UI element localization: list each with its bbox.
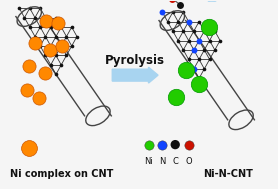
Point xyxy=(54,16,58,19)
Point xyxy=(54,73,58,76)
Point xyxy=(70,26,74,29)
Point xyxy=(33,42,37,45)
Point xyxy=(181,11,185,14)
Point xyxy=(33,16,37,19)
Point xyxy=(70,44,74,47)
Point xyxy=(48,44,53,47)
Point xyxy=(38,7,43,10)
Point xyxy=(171,29,175,33)
Point xyxy=(33,35,37,38)
Point xyxy=(59,45,64,48)
Point xyxy=(64,54,69,57)
Point xyxy=(186,58,191,61)
Point xyxy=(59,63,63,66)
Point xyxy=(176,20,180,23)
Point xyxy=(197,20,201,23)
Point xyxy=(178,3,182,6)
Point xyxy=(218,39,222,42)
Point xyxy=(207,58,212,61)
Point xyxy=(160,143,164,146)
Point xyxy=(192,29,196,33)
Point xyxy=(48,63,53,66)
Point xyxy=(48,26,53,29)
Point xyxy=(192,48,196,51)
Text: Pyrolysis: Pyrolysis xyxy=(105,54,165,67)
Point xyxy=(43,16,48,19)
Text: N: N xyxy=(159,156,165,166)
Text: Ni-N-CNT: Ni-N-CNT xyxy=(203,169,253,179)
Point xyxy=(186,143,191,146)
Point xyxy=(202,29,207,33)
Point xyxy=(206,26,211,29)
Point xyxy=(176,39,180,42)
Point xyxy=(25,88,29,91)
Point xyxy=(181,48,185,51)
Point xyxy=(43,54,48,57)
Text: C: C xyxy=(172,156,178,166)
Point xyxy=(197,58,201,61)
Point xyxy=(44,19,49,22)
Point xyxy=(213,29,217,33)
Point xyxy=(28,7,32,10)
Text: O: O xyxy=(185,156,192,166)
Point xyxy=(17,7,21,10)
Point xyxy=(42,72,47,75)
Point xyxy=(171,11,175,14)
Point xyxy=(27,65,31,68)
Point xyxy=(54,35,58,38)
Point xyxy=(48,49,53,52)
Point xyxy=(38,26,43,29)
Point xyxy=(43,35,48,38)
Point xyxy=(183,69,188,72)
Point xyxy=(59,44,63,47)
Point xyxy=(38,44,43,47)
Point xyxy=(213,48,217,51)
Point xyxy=(181,29,185,33)
Point xyxy=(146,143,151,146)
Point xyxy=(202,67,207,70)
Point xyxy=(186,20,191,23)
Point xyxy=(27,146,31,149)
Point xyxy=(197,83,201,86)
Point xyxy=(186,39,191,42)
Point xyxy=(64,35,69,38)
Point xyxy=(192,67,196,70)
Text: Ni: Ni xyxy=(144,156,153,166)
Point xyxy=(37,96,41,99)
Point xyxy=(59,26,63,29)
Point xyxy=(54,54,58,57)
Point xyxy=(165,20,170,23)
Point xyxy=(28,26,32,29)
Text: Ni complex on CNT: Ni complex on CNT xyxy=(10,169,113,179)
Point xyxy=(197,77,201,80)
Point xyxy=(160,11,165,14)
Point xyxy=(56,21,60,24)
FancyArrow shape xyxy=(112,67,158,83)
Point xyxy=(174,95,178,98)
Point xyxy=(173,143,177,146)
Point xyxy=(197,39,201,42)
Point xyxy=(22,16,27,19)
Point xyxy=(207,39,212,42)
Point xyxy=(202,48,207,51)
Point xyxy=(75,35,79,38)
